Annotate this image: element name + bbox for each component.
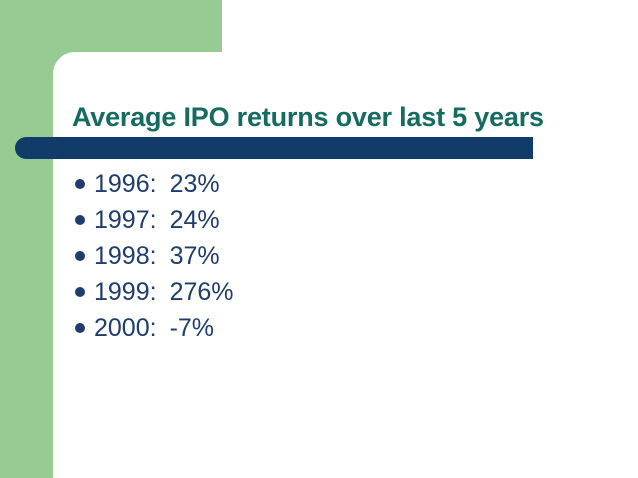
bullet-dot-icon <box>75 215 85 225</box>
bullet-item: 1996: 23% <box>75 166 234 202</box>
bullet-dot-icon <box>75 287 85 297</box>
bullet-item: 1998: 37% <box>75 238 234 274</box>
bullet-item: 1999: 276% <box>75 274 234 310</box>
bullet-year: 1996: <box>94 169 157 198</box>
title-underline-bar <box>15 137 533 159</box>
content-card <box>53 52 638 478</box>
bullet-year: 2000: <box>94 313 157 342</box>
bullet-value: -7% <box>169 313 215 342</box>
bullet-value: 276% <box>169 277 234 306</box>
bullet-list: 1996: 23% 1997: 24% 1998: 37% 1999: 276%… <box>75 166 234 346</box>
slide-title: Average IPO returns over last 5 years <box>72 102 544 132</box>
bullet-value: 37% <box>169 241 220 270</box>
bullet-dot-icon <box>75 179 85 189</box>
bullet-dot-icon <box>75 323 85 333</box>
bullet-year: 1997: <box>94 205 157 234</box>
green-side-strip <box>0 0 53 478</box>
bullet-value: 23% <box>169 169 220 198</box>
bullet-dot-icon <box>75 251 85 261</box>
bullet-year: 1999: <box>94 277 157 306</box>
bullet-item: 2000: -7% <box>75 310 234 346</box>
bullet-item: 1997: 24% <box>75 202 234 238</box>
bullet-year: 1998: <box>94 241 157 270</box>
bullet-value: 24% <box>169 205 220 234</box>
